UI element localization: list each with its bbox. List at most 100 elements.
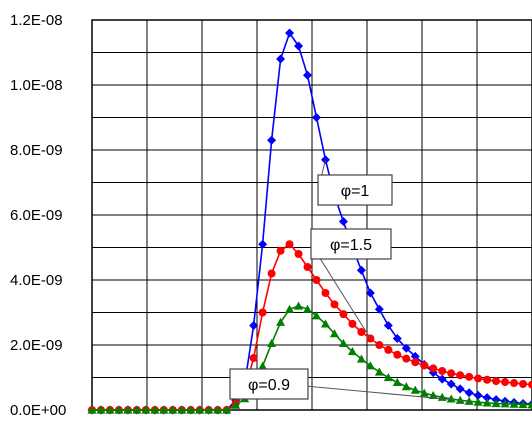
- data-point: [384, 345, 393, 354]
- callout-label: φ=1: [341, 183, 370, 200]
- data-point: [285, 304, 295, 313]
- data-point: [357, 328, 366, 336]
- data-point: [338, 338, 348, 347]
- data-point: [456, 371, 465, 380]
- y-tick-label: 6.0E-09: [10, 207, 63, 224]
- data-point: [177, 405, 187, 414]
- data-point: [348, 319, 357, 328]
- data-point: [321, 289, 330, 297]
- data-point: [168, 405, 178, 414]
- data-point: [474, 374, 483, 383]
- data-point: [114, 405, 124, 414]
- data-point: [339, 310, 348, 319]
- data-point: [267, 338, 277, 347]
- data-point: [473, 397, 483, 406]
- data-point: [447, 369, 456, 378]
- data-point: [347, 347, 357, 356]
- data-point: [410, 351, 420, 361]
- data-point: [123, 405, 133, 414]
- callout-2: φ=0.9: [229, 368, 470, 402]
- data-point: [500, 399, 510, 408]
- y-axis: 0.0E+00 2.0E-09 4.0E-09 6.0E-09 8.0E-09 1.0E-…: [10, 12, 66, 419]
- plot-area-border: [91, 19, 532, 411]
- series-layer: [87, 28, 532, 415]
- callout-leader: [310, 243, 371, 339]
- data-point: [285, 240, 294, 249]
- data-point: [195, 405, 205, 414]
- data-point: [338, 217, 348, 226]
- data-point: [365, 361, 375, 370]
- data-point: [519, 380, 528, 388]
- data-point: [437, 374, 447, 384]
- callout-label: φ=1.5: [330, 237, 372, 254]
- data-point: [483, 375, 492, 384]
- data-point: [528, 380, 532, 389]
- data-point: [276, 317, 286, 326]
- data-point: [311, 311, 321, 320]
- data-point: [465, 372, 474, 381]
- callout-0: φ=1: [317, 159, 393, 206]
- data-point: [482, 398, 492, 407]
- data-point: [365, 288, 375, 298]
- data-point: [258, 239, 268, 249]
- data-point: [267, 269, 276, 278]
- data-point: [276, 54, 286, 64]
- series-1: [88, 240, 532, 414]
- data-point: [258, 308, 267, 317]
- callout-layer: φ=1 φ=1.5 φ=0.9: [229, 159, 470, 402]
- chart-grid: [91, 19, 532, 411]
- callout-label: φ=0.9: [248, 377, 290, 394]
- data-point: [393, 350, 402, 359]
- y-tick-label: 0.0E+00: [10, 402, 66, 419]
- callout-box: [310, 228, 392, 260]
- data-point: [375, 341, 384, 349]
- data-point: [383, 321, 393, 330]
- callout-box: [229, 368, 309, 400]
- data-point: [249, 354, 258, 362]
- data-point: [482, 393, 492, 403]
- data-point: [464, 388, 474, 398]
- data-point: [258, 361, 268, 370]
- data-point: [420, 361, 429, 370]
- data-point: [330, 300, 339, 309]
- data-point: [402, 354, 411, 363]
- data-point: [401, 382, 411, 391]
- data-point: [392, 334, 402, 343]
- data-point: [518, 399, 528, 409]
- data-point: [204, 405, 214, 414]
- data-point: [294, 41, 304, 51]
- y-tick-label: 1.2E-08: [10, 12, 63, 29]
- data-point: [491, 399, 501, 408]
- data-point: [132, 405, 142, 414]
- data-point: [356, 354, 366, 363]
- data-point: [374, 367, 384, 376]
- data-point: [303, 263, 312, 271]
- data-point: [438, 367, 447, 375]
- y-tick-label: 2.0E-09: [10, 337, 63, 354]
- data-point: [141, 405, 151, 414]
- series-2: [87, 301, 532, 414]
- data-point: [231, 400, 241, 409]
- data-point: [311, 113, 321, 122]
- data-point: [276, 246, 285, 255]
- data-point: [501, 378, 510, 387]
- data-point: [329, 329, 339, 338]
- y-tick-label: 8.0E-09: [10, 142, 63, 159]
- y-tick-label: 4.0E-09: [10, 272, 63, 289]
- data-point: [150, 405, 160, 414]
- data-point: [87, 405, 97, 414]
- data-point: [492, 377, 501, 386]
- callout-1: φ=1.5: [310, 228, 392, 339]
- data-point: [392, 377, 402, 386]
- data-point: [249, 321, 259, 330]
- data-point: [320, 319, 330, 328]
- data-point: [419, 388, 429, 397]
- data-point: [510, 379, 519, 388]
- data-point: [303, 70, 313, 80]
- data-point: [455, 395, 465, 404]
- data-point: [473, 390, 483, 400]
- data-point: [96, 405, 106, 414]
- data-point: [446, 394, 456, 403]
- data-point: [527, 400, 532, 409]
